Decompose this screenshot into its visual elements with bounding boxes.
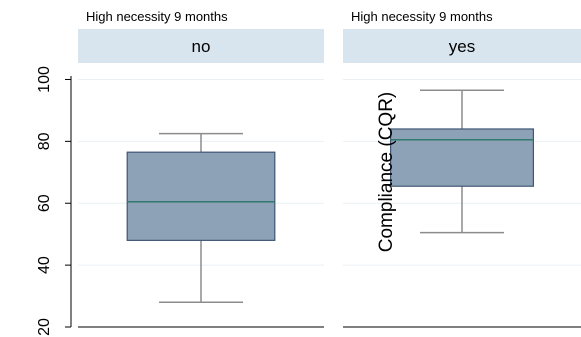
panel-title: High necessity 9 months [86, 9, 228, 24]
y-tick-label: 20 [36, 318, 53, 336]
panel-yes: High necessity 9 months yes [343, 9, 581, 328]
panel-no: High necessity 9 months no [78, 9, 324, 328]
strip-header [78, 29, 324, 63]
y-axis-label: Compliance (CQR) [376, 92, 397, 252]
strip-label: yes [449, 37, 475, 56]
panel-title: High necessity 9 months [351, 9, 493, 24]
box [126, 151, 276, 241]
y-axis: 20 40 60 80 100 [36, 66, 72, 336]
strip-label: no [192, 37, 211, 56]
y-tick-label: 80 [36, 132, 53, 150]
y-tick-label: 60 [36, 194, 53, 212]
strip-header [343, 29, 581, 63]
box [390, 128, 535, 187]
y-tick-label: 40 [36, 256, 53, 274]
y-tick-label: 100 [36, 66, 53, 93]
